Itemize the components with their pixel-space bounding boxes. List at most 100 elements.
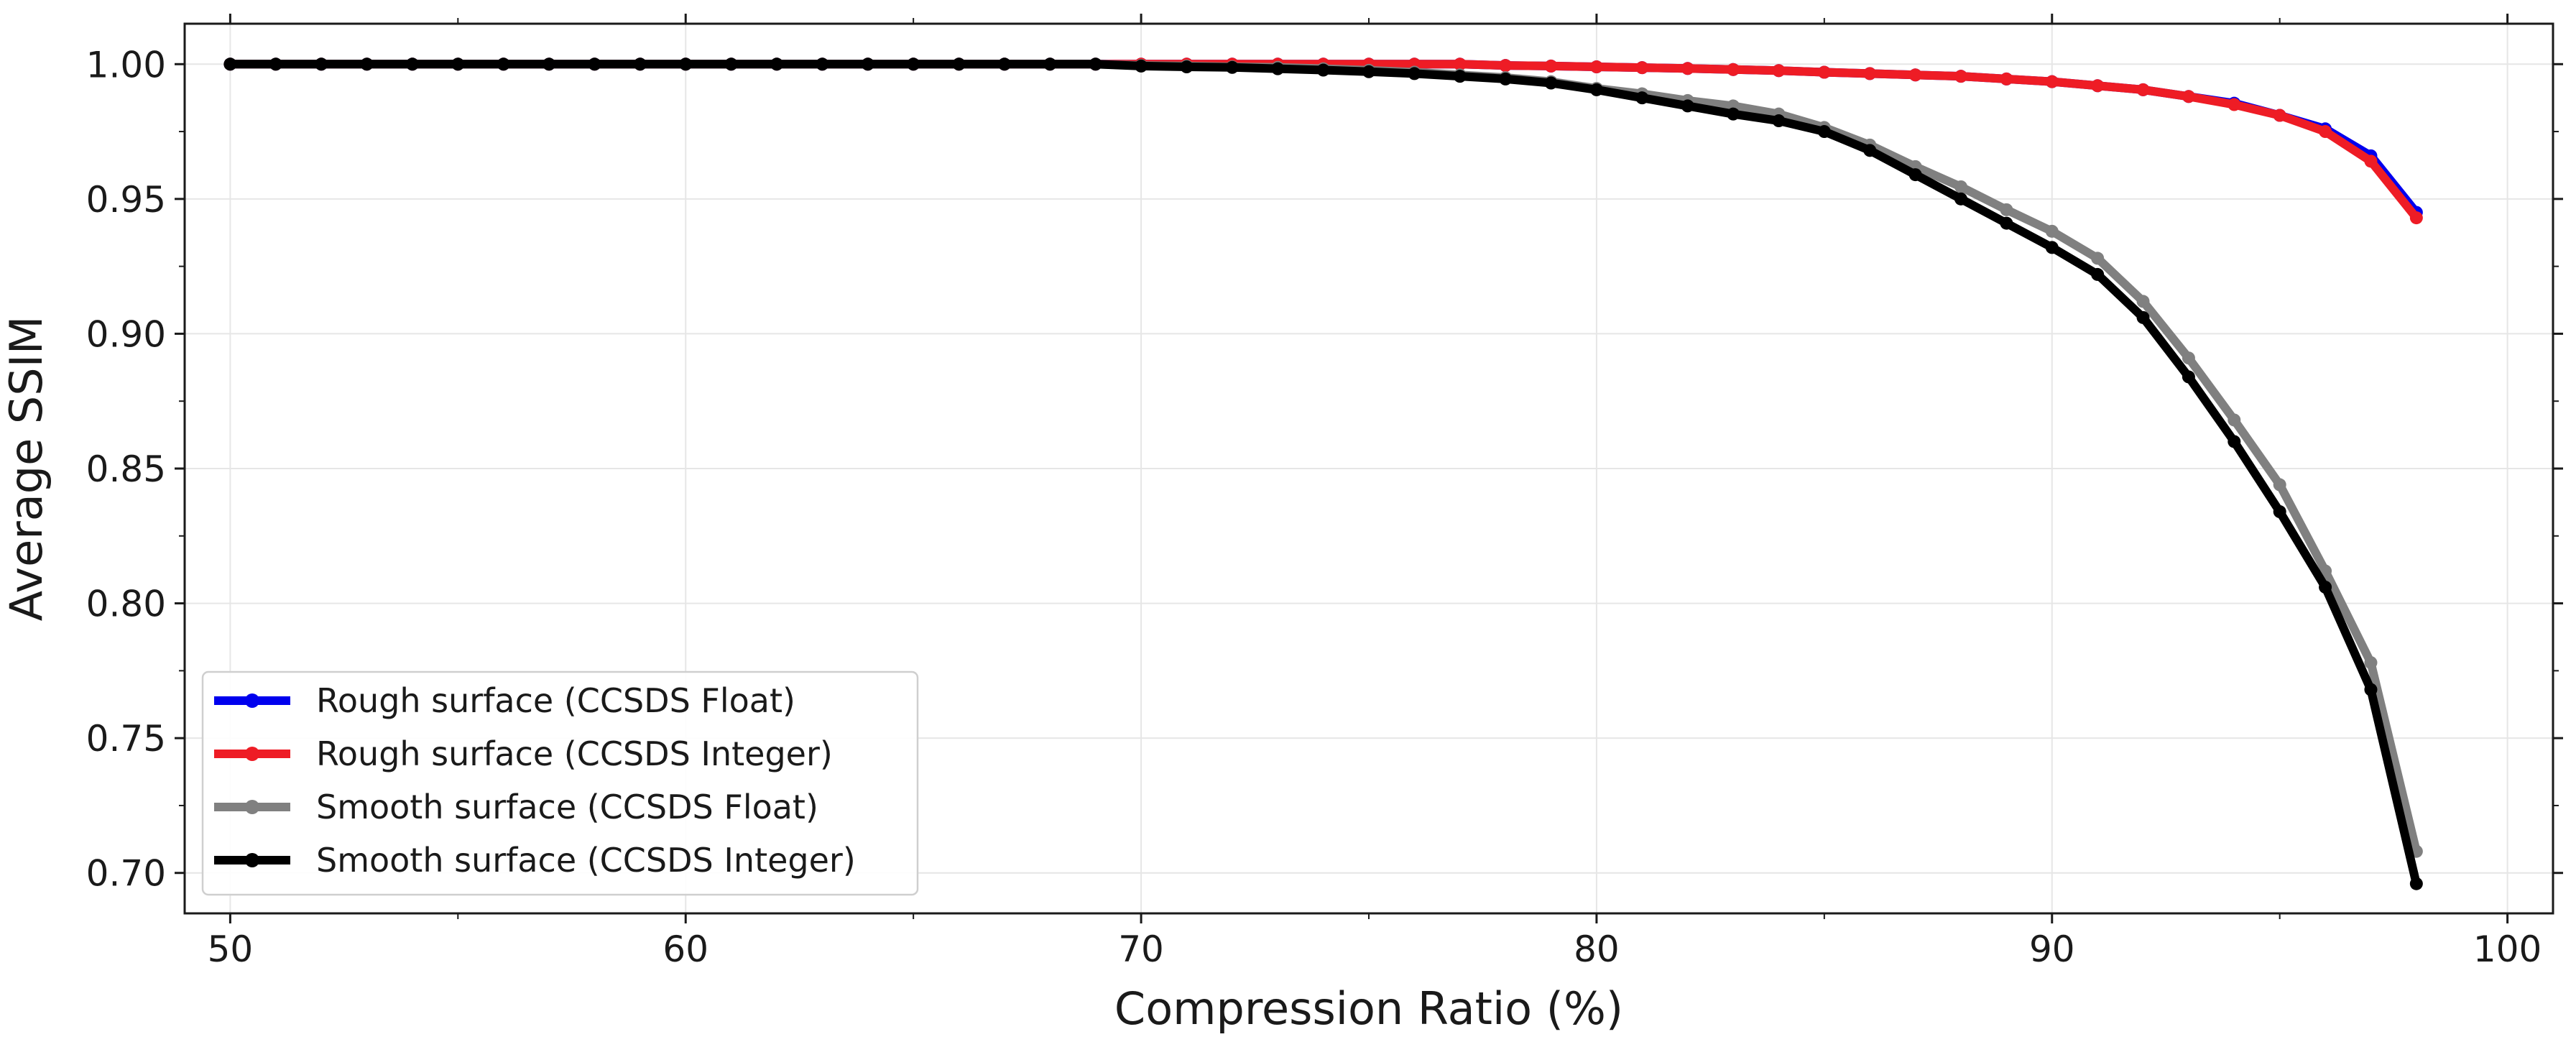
data-point: [2000, 216, 2013, 230]
legend-item: Rough surface (CCSDS Integer): [214, 734, 833, 773]
data-point: [2364, 155, 2378, 168]
data-point: [1954, 192, 1967, 206]
x-tick-label: 60: [663, 928, 708, 970]
data-point: [1681, 62, 1694, 75]
data-point: [1499, 72, 1513, 86]
legend-box: [201, 670, 919, 896]
data-point: [315, 57, 328, 71]
data-point: [269, 57, 282, 71]
y-axis-label: Average SSIM: [0, 316, 52, 622]
data-point: [1772, 114, 1786, 128]
data-point: [1544, 76, 1558, 90]
data-point: [2136, 83, 2150, 96]
data-point: [2000, 203, 2013, 216]
legend-items: Rough surface (CCSDS Float) Rough surface…: [214, 681, 856, 880]
data-point: [861, 57, 874, 71]
data-point: [1954, 70, 1967, 83]
data-point: [2228, 413, 2241, 427]
data-point: [2319, 125, 2332, 139]
data-point: [2319, 581, 2332, 594]
x-tick-label: 50: [208, 928, 254, 970]
data-point: [2182, 351, 2195, 365]
y-tick-label: 0.80: [86, 584, 166, 625]
y-tick-label: 0.75: [86, 718, 166, 760]
data-point: [2182, 90, 2195, 103]
data-point: [633, 57, 647, 71]
data-point: [360, 57, 374, 71]
data-point: [724, 57, 738, 71]
data-point: [1499, 59, 1513, 73]
data-point: [2273, 109, 2286, 122]
data-point: [2091, 267, 2105, 281]
data-point: [223, 57, 237, 71]
legend-label: Rough surface (CCSDS Float): [316, 681, 795, 720]
data-point: [2273, 505, 2286, 519]
y-tick-label: 0.70: [86, 853, 166, 895]
legend: Rough surface (CCSDS Float) Rough surface…: [201, 670, 919, 896]
x-axis-label: Compression Ratio (%): [1114, 982, 1623, 1035]
data-point: [1908, 168, 1922, 182]
data-point: [2091, 79, 2105, 93]
data-point: [1635, 91, 1649, 105]
data-point: [497, 57, 510, 71]
legend-swatch-marker: [245, 853, 259, 867]
data-point: [588, 57, 601, 71]
data-point: [952, 57, 966, 71]
data-point: [1817, 65, 1831, 79]
data-point: [1362, 65, 1375, 78]
data-point: [1225, 60, 1239, 74]
data-point: [1089, 57, 1102, 71]
legend-label: Smooth surface (CCSDS Integer): [316, 841, 856, 880]
y-tick-label: 0.95: [86, 179, 166, 221]
legend-item: Rough surface (CCSDS Float): [214, 681, 795, 720]
series-3: [223, 57, 2423, 890]
ticks: 50 60 70 80 90 100 0.70 0.75 0.80 0.85 0.90 0.95 1.0…: [86, 14, 2563, 970]
legend-label: Rough surface (CCSDS Integer): [316, 734, 833, 773]
data-point: [679, 57, 693, 71]
data-point: [2045, 75, 2059, 88]
data-point: [1589, 60, 1603, 74]
data-point: [2273, 478, 2286, 492]
data-point: [1043, 57, 1057, 71]
data-point: [1727, 63, 1740, 76]
data-point: [1908, 68, 1922, 82]
data-point: [1727, 107, 1740, 121]
x-tick-label: 80: [1574, 928, 1620, 970]
data-point: [1544, 59, 1558, 73]
data-point: [405, 57, 419, 71]
data-point: [1453, 57, 1467, 71]
legend-swatch-marker: [245, 693, 259, 708]
data-point: [2091, 252, 2105, 265]
data-point: [2228, 98, 2241, 111]
y-tick-label: 0.85: [86, 448, 166, 490]
data-point: [2136, 295, 2150, 308]
data-point: [1635, 61, 1649, 75]
legend-swatch-marker: [245, 747, 259, 761]
data-point: [2000, 72, 2013, 86]
data-point: [2045, 241, 2059, 254]
data-point: [2182, 370, 2195, 384]
data-point: [1817, 125, 1831, 139]
y-tick-label: 0.90: [86, 313, 166, 355]
data-point: [2409, 877, 2423, 890]
data-point: [770, 57, 783, 71]
data-point: [1453, 70, 1467, 83]
data-point: [451, 57, 465, 71]
data-point: [2409, 211, 2423, 225]
data-point: [1681, 99, 1694, 113]
data-point: [997, 57, 1011, 71]
data-point: [543, 57, 556, 71]
x-tick-label: 70: [1118, 928, 1164, 970]
data-point: [907, 57, 920, 71]
data-point: [1180, 60, 1194, 74]
legend-swatch-marker: [245, 800, 259, 814]
data-point: [2228, 435, 2241, 448]
data-point: [1316, 63, 1330, 77]
series-layer: [223, 57, 2423, 890]
data-point: [1863, 67, 1877, 80]
data-point: [2364, 656, 2378, 670]
data-point: [1589, 83, 1603, 96]
data-point: [2364, 683, 2378, 696]
data-point: [1954, 180, 1967, 193]
